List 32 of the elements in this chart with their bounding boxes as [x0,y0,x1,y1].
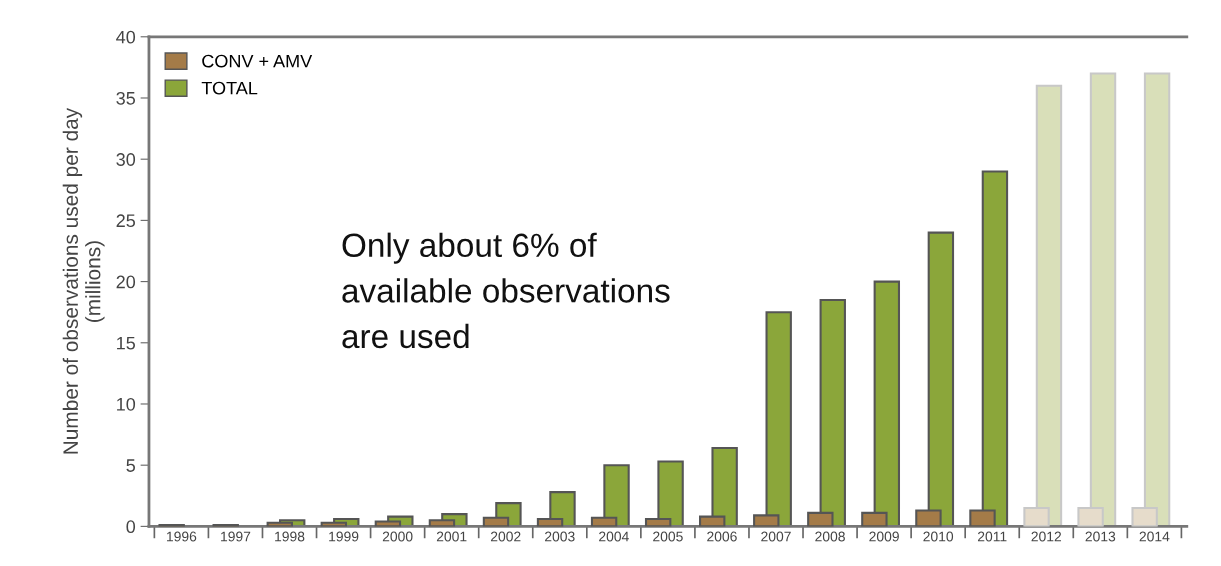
y-tick-label: 35 [116,91,136,105]
y-tick-label: 10 [117,397,136,411]
x-tick-label: 2001 [436,531,467,542]
y-tick-label: 15 [117,336,136,350]
x-tick-label: 1999 [329,531,359,542]
x-tick-label: 2002 [490,531,521,542]
x-tick-label: 2005 [653,531,683,542]
annotation: Only about 6% of available observations are used [342,232,670,349]
x-tick-label: 2007 [761,531,791,542]
x-tick-label: 2008 [815,531,845,542]
x-tick-label: 2004 [599,531,629,542]
x-tick-label: 2011 [977,531,1007,542]
x-tick-label: 2012 [1031,531,1062,542]
y-tick-label: 25 [116,214,136,228]
legend-label: TOTAL [201,81,258,95]
y-tick-label: 5 [126,459,136,472]
y-tick-label: 0 [126,520,136,534]
x-tick-label: 2003 [545,531,575,542]
y-axis-title: Number of observations used per day (millions) [62,107,105,454]
y-tick-label: 20 [116,275,136,289]
legend-label: CONV + AMV [202,54,313,68]
x-tick-label: 2010 [923,531,954,542]
x-tick-label: 2009 [869,531,899,542]
x-tick-label: 1998 [275,531,305,542]
x-tick-label: 2000 [382,531,413,542]
x-tick-label: 1997 [221,531,251,542]
x-tick-label: 2014 [1139,531,1170,542]
x-tick-label: 1996 [167,531,197,542]
x-tick-label: 2006 [707,531,737,542]
y-tick-label: 30 [116,153,136,166]
y-tick-label: 40 [116,30,136,44]
x-tick-label: 2013 [1085,531,1116,542]
